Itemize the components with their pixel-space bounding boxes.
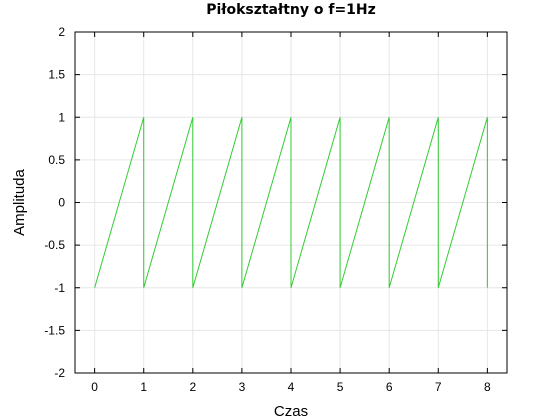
x-tick-label: 3 — [239, 380, 246, 394]
axis-ticks — [75, 31, 507, 374]
x-tick-label: 2 — [189, 380, 196, 394]
y-tick-label: -1 — [54, 281, 65, 295]
y-tick-label: -1.5 — [44, 323, 65, 337]
x-tick-label: 8 — [484, 380, 491, 394]
x-axis-label: Czas — [274, 403, 308, 420]
x-tick-label: 0 — [91, 380, 98, 394]
x-tick-label: 1 — [140, 380, 147, 394]
x-tick-label: 4 — [288, 380, 295, 394]
y-tick-label: 2 — [58, 25, 65, 39]
y-tick-label: 0.5 — [48, 153, 65, 167]
series-line-0 — [94, 117, 488, 288]
y-axis-label: Amplituda — [11, 168, 28, 235]
y-tick-label: 1.5 — [48, 68, 65, 82]
x-tick-label: 5 — [337, 380, 344, 394]
y-tick-label: -2 — [54, 366, 65, 380]
x-tick-label: 7 — [435, 380, 442, 394]
y-tick-label: 1 — [58, 110, 65, 124]
series-group — [94, 117, 488, 288]
y-tick-labels: -2 -1.5 -1 -0.5 0 0.5 1 1.5 2 — [44, 25, 65, 380]
x-tick-label: 6 — [386, 380, 393, 394]
chart-title: Piłokształtny o f=1Hz — [206, 2, 376, 18]
x-tick-labels: 0 1 2 3 4 5 6 7 8 — [91, 380, 491, 394]
y-tick-label: 0 — [58, 196, 65, 210]
y-tick-label: -0.5 — [44, 238, 65, 252]
